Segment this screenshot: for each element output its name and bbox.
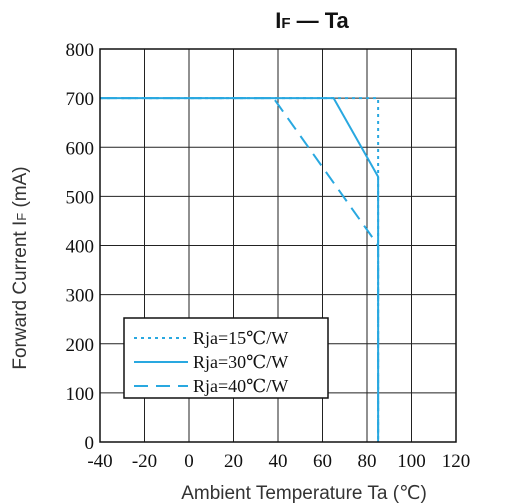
x-tick-label: 60 — [313, 451, 332, 472]
x-tick-label: -20 — [132, 451, 157, 472]
y-tick-label: 200 — [66, 335, 95, 356]
y-axis-title-rest: (mA) — [10, 166, 31, 212]
x-tick-label: 0 — [184, 451, 194, 472]
y-axis-title: Forward Current IF (mA) — [10, 166, 31, 369]
y-tick-label: 800 — [66, 40, 95, 61]
y-tick-labels: 0 100 200 300 400 500 600 700 800 — [66, 40, 95, 454]
chart-title-sub: F — [281, 15, 290, 32]
chart-title-main: I — [275, 8, 281, 33]
series-line-dashed — [100, 97, 380, 442]
y-tick-label: 100 — [66, 384, 95, 405]
x-tick-label: 100 — [397, 451, 426, 472]
y-tick-label: 500 — [66, 187, 95, 208]
x-tick-labels: -40 -20 0 20 40 60 80 100 120 — [87, 451, 470, 472]
y-tick-label: 600 — [66, 138, 95, 159]
x-tick-label: 40 — [269, 451, 288, 472]
x-axis-title: Ambient Temperature Ta (℃) — [181, 483, 427, 504]
legend-label-15: Rja=15℃/W — [193, 328, 288, 348]
y-tick-label: 700 — [66, 89, 95, 110]
y-axis-title-main: Forward Current I — [10, 221, 31, 370]
legend-label-40: Rja=40℃/W — [193, 376, 288, 396]
legend-label-30: Rja=30℃/W — [193, 352, 288, 372]
x-tick-label: 80 — [358, 451, 377, 472]
y-tick-label: 400 — [66, 237, 95, 258]
legend-box — [123, 317, 329, 399]
x-tick-label: -40 — [87, 451, 112, 472]
y-tick-label: 0 — [85, 433, 95, 454]
plot-frame — [99, 48, 457, 443]
chart-title-rest: — Ta — [291, 8, 350, 33]
y-tick-label: 300 — [66, 286, 95, 307]
chart-title: IF — Ta — [275, 8, 349, 33]
x-tick-label: 20 — [224, 451, 243, 472]
x-tick-label: 120 — [442, 451, 471, 472]
series-lines — [100, 97, 380, 442]
y-axis-title-sub: F — [14, 213, 29, 221]
legend: Rja=15℃/W Rja=30℃/W Rja=40℃/W — [123, 317, 329, 399]
